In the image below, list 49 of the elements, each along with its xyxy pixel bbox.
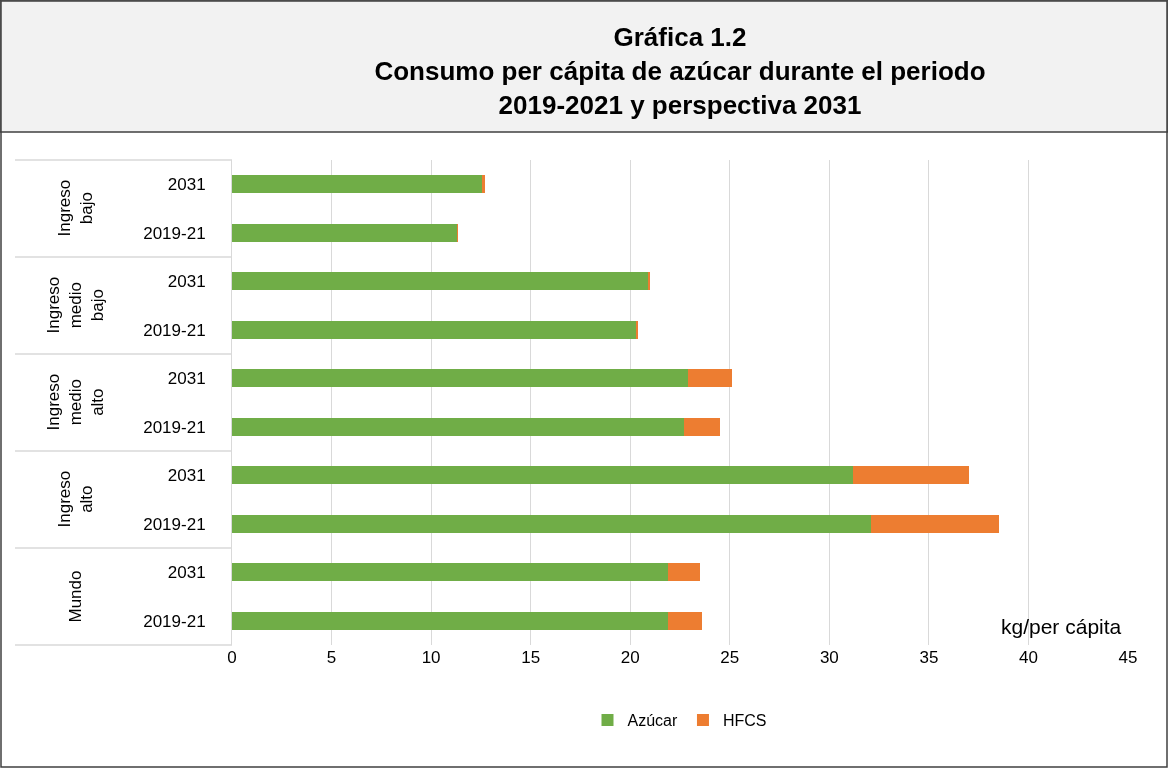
x-tick-label: 25 bbox=[720, 648, 740, 667]
chart-title: Gráfica 1.2 bbox=[613, 22, 747, 52]
y-tick-label: 2019-21 bbox=[143, 514, 206, 534]
x-tick-label: 45 bbox=[1118, 648, 1138, 667]
text: Ingreso bajo bbox=[54, 179, 96, 237]
bar bbox=[687, 369, 732, 388]
x-tick-label: 40 bbox=[1018, 648, 1038, 667]
y-tick-label: 2019-21 bbox=[143, 223, 206, 243]
bar bbox=[232, 175, 483, 194]
x-tick-label: 15 bbox=[521, 648, 541, 667]
annotation: kg/per cápita bbox=[1001, 615, 1122, 638]
bar bbox=[232, 223, 457, 242]
x-tick-label: 5 bbox=[326, 648, 337, 667]
bar bbox=[232, 563, 669, 582]
bar bbox=[232, 272, 649, 291]
chart-subtitle: Consumo per cápita de azúcar durante el periodo 2019-2021 y perspectiva 2031 bbox=[374, 55, 986, 120]
legend-label: Azúcar bbox=[627, 712, 678, 730]
bar bbox=[871, 514, 999, 533]
x-tick-label: 30 bbox=[819, 648, 839, 667]
bar bbox=[668, 611, 702, 630]
y-tick-label: 2031 bbox=[167, 369, 206, 389]
y-tick-label: 2031 bbox=[167, 272, 206, 292]
y-tick-label: 2019-21 bbox=[143, 417, 206, 437]
x-tick-label: 35 bbox=[919, 648, 939, 667]
legend-label: HFCS bbox=[722, 712, 767, 730]
y-tick-label: 2031 bbox=[167, 466, 206, 486]
text: Mundo bbox=[65, 570, 85, 623]
bar bbox=[648, 272, 651, 291]
bar bbox=[232, 611, 669, 630]
bar bbox=[232, 514, 872, 533]
text: Ingreso medio alto bbox=[43, 373, 107, 431]
bar bbox=[232, 369, 688, 388]
bar bbox=[636, 320, 639, 339]
y-tick-label: 2031 bbox=[167, 563, 206, 583]
bar bbox=[232, 466, 854, 485]
x-tick-label: 10 bbox=[421, 648, 441, 667]
y-tick-label: 2031 bbox=[167, 175, 206, 195]
bar bbox=[683, 417, 720, 436]
x-tick-label: 0 bbox=[227, 648, 237, 667]
x-tick-label: 20 bbox=[620, 648, 640, 667]
bar bbox=[482, 175, 485, 194]
bar bbox=[668, 563, 700, 582]
bar bbox=[232, 320, 637, 339]
text: Ingreso medio bajo bbox=[43, 276, 107, 334]
bar bbox=[232, 417, 684, 436]
text: Ingreso alto bbox=[54, 470, 96, 528]
bar bbox=[853, 466, 969, 485]
y-tick-label: 2019-21 bbox=[143, 320, 206, 340]
y-tick-label: 2019-21 bbox=[143, 611, 206, 631]
